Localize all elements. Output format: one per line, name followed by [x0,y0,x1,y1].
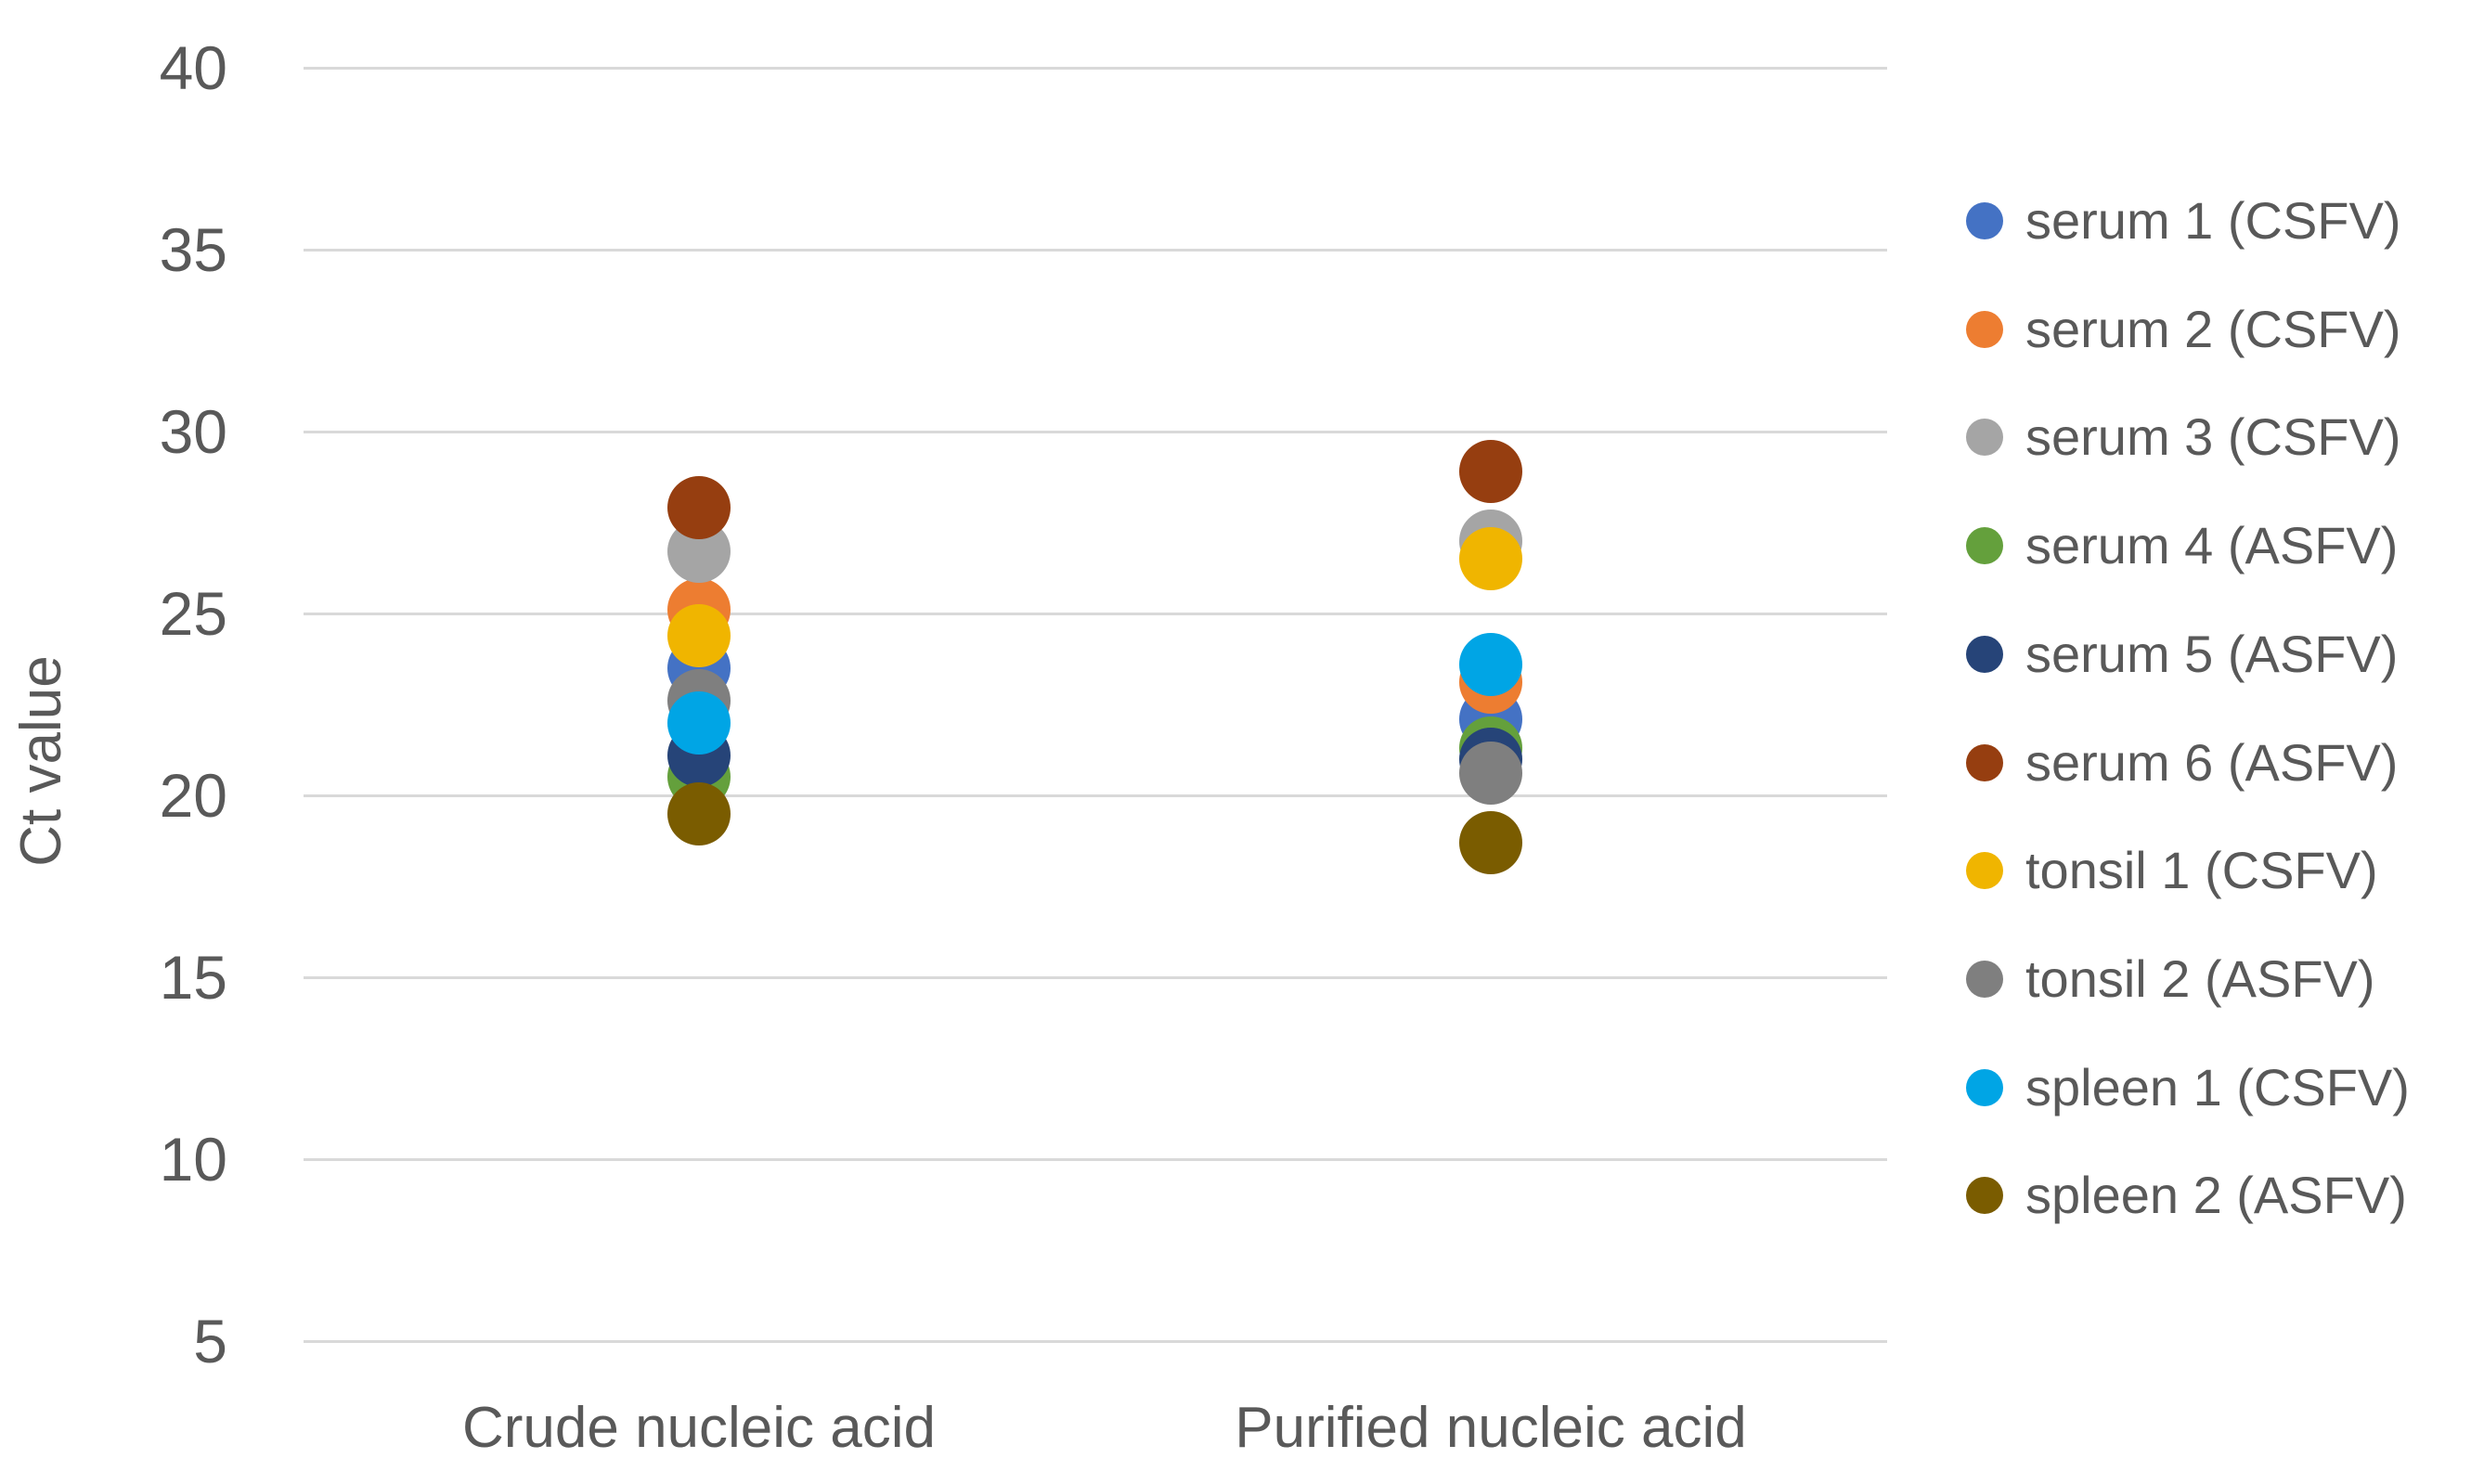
x-category-label: Crude nucleic acid [461,1396,937,1460]
gridline [304,975,1887,979]
legend-item: serum 4 (ASFV) [1966,519,2398,573]
legend-label: serum 5 (ASFV) [2025,624,2399,683]
legend-label: serum 2 (CSFV) [2025,299,2401,358]
legend-marker-icon [1966,1068,2003,1106]
y-tick-label: 20 [159,761,227,830]
legend-marker-icon [1966,310,2003,348]
data-point [1459,527,1522,591]
legend-label: serum 6 (ASFV) [2025,732,2399,792]
legend-item: tonsil 1 (CSFV) [1966,844,2378,897]
data-point [667,690,731,755]
legend-item: tonsil 2 (ASFV) [1966,948,2375,1008]
legend-marker-icon [1966,202,2003,239]
legend-item: spleen 2 (ASFV) [1966,1168,2407,1222]
legend-label: serum 3 (CSFV) [2025,407,2401,467]
y-tick-label: 30 [159,397,227,466]
x-category-label: Purified nucleic acid [1235,1396,1747,1460]
legend-item: serum 1 (CSFV) [1966,194,2401,248]
data-point [1459,742,1522,806]
legend-marker-icon [1966,960,2003,998]
legend-marker-icon [1966,527,2003,565]
y-tick-label: 25 [159,579,227,648]
legend-item: serum 6 (ASFV) [1966,732,2399,792]
legend-label: serum 4 (ASFV) [2025,516,2399,575]
legend-item: spleen 1 (CSFV) [1966,1057,2410,1116]
legend-marker-icon [1966,743,2003,781]
gridline [304,248,1887,252]
gridline [304,1157,1887,1161]
legend-marker-icon [1966,1177,2003,1215]
y-tick-label: 15 [159,943,227,1012]
gridline [304,794,1887,797]
legend-item: serum 2 (CSFV) [1966,299,2401,358]
gridline [304,1339,1887,1343]
gridline [304,612,1887,615]
data-point [667,476,731,540]
data-point [667,781,731,845]
y-tick-label: 35 [159,215,227,284]
y-axis-title: Ct value [9,655,73,867]
y-tick-label: 40 [159,33,227,102]
data-point [1459,810,1522,874]
legend-label: serum 1 (CSFV) [2025,191,2401,250]
data-point [1459,440,1522,504]
legend-marker-icon [1966,852,2003,890]
y-tick-label: 5 [193,1307,227,1375]
gridline [304,430,1887,433]
data-point [1459,632,1522,696]
legend-label: tonsil 2 (ASFV) [2025,948,2375,1008]
legend-marker-icon [1966,635,2003,673]
y-tick-label: 10 [159,1125,227,1194]
data-point [667,603,731,667]
gridline [304,66,1887,70]
legend-label: spleen 1 (CSFV) [2025,1057,2410,1116]
legend-label: spleen 2 (ASFV) [2025,1166,2407,1225]
legend-label: tonsil 1 (CSFV) [2025,841,2378,900]
legend-marker-icon [1966,419,2003,457]
legend-item: serum 5 (ASFV) [1966,624,2399,683]
legend-item: serum 3 (CSFV) [1966,410,2401,464]
